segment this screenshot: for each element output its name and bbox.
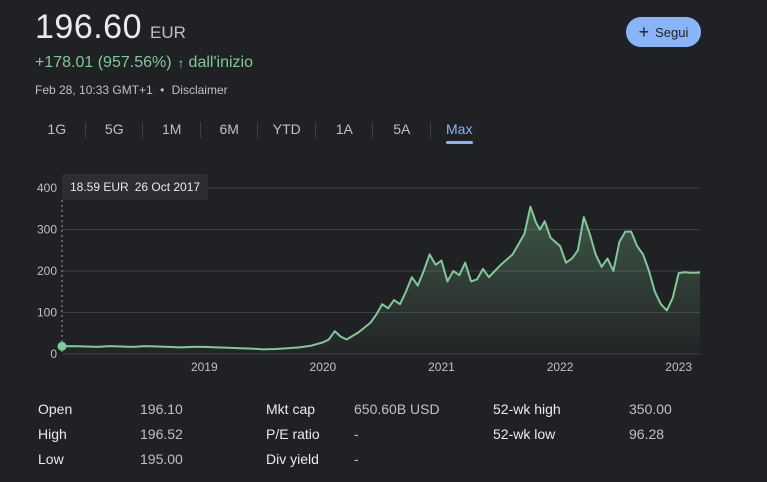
y-tick-label: 100	[37, 306, 57, 320]
tab-1a[interactable]: 1A	[316, 118, 374, 142]
plus-icon: +	[638, 22, 650, 42]
timestamp: Feb 28, 10:33 GMT+1	[35, 83, 153, 97]
stat-label-52wk-low: 52-wk low	[493, 426, 556, 442]
stat-value-high: 196.52	[140, 426, 183, 442]
tab-1g[interactable]: 1G	[28, 118, 86, 142]
x-tick-label: 2023	[665, 360, 692, 374]
stat-value-52wk-high: 350.00	[629, 401, 672, 417]
stat-label-low: Low	[38, 451, 64, 467]
stat-label-pe-ratio: P/E ratio	[266, 426, 320, 442]
meta-separator: •	[160, 83, 165, 97]
tab-ytd[interactable]: YTD	[258, 118, 316, 142]
stat-value-pe-ratio: -	[354, 426, 359, 442]
tooltip-date: 26 Oct 2017	[134, 180, 201, 194]
stat-label-div-yield: Div yield	[266, 451, 319, 467]
stat-value-open: 196.10	[140, 401, 183, 417]
tab-5a[interactable]: 5A	[373, 118, 431, 142]
stat-label-high: High	[38, 426, 67, 442]
disclaimer-link[interactable]: Disclaimer	[171, 83, 228, 97]
price-line	[61, 205, 701, 351]
range-tabs: 1G 5G 1M 6M YTD 1A 5A Max	[28, 118, 489, 144]
stat-value-mkt-cap: 650.60B USD	[354, 401, 440, 417]
tab-5g[interactable]: 5G	[86, 118, 144, 142]
y-tick-label: 300	[37, 223, 57, 237]
stat-label-open: Open	[38, 401, 73, 417]
active-tab-indicator	[445, 141, 473, 144]
arrow-up-icon: ↑	[177, 55, 185, 71]
x-tick-label: 2022	[547, 360, 574, 374]
tab-1m[interactable]: 1M	[143, 118, 201, 142]
stat-value-low: 195.00	[140, 451, 183, 467]
change-period: dall'inizio	[188, 54, 253, 71]
y-tick-label: 400	[37, 181, 57, 195]
tab-max[interactable]: Max	[431, 118, 489, 144]
tooltip-value: 18.59 EUR	[70, 180, 129, 194]
currency: EUR	[150, 23, 186, 42]
price: 196.60	[35, 8, 142, 46]
tab-6m[interactable]: 6M	[201, 118, 259, 142]
change-value: +178.01 (957.56%)	[35, 54, 172, 71]
stat-label-mkt-cap: Mkt cap	[266, 401, 316, 417]
follow-button[interactable]: + Segui	[626, 17, 701, 47]
price-row: 196.60 EUR	[35, 8, 186, 47]
y-tick-label: 0	[50, 347, 57, 361]
quote-meta: Feb 28, 10:33 GMT+1 • Disclaimer	[35, 83, 228, 97]
price-change: +178.01 (957.56%) ↑ dall'inizio	[35, 54, 253, 72]
stat-value-div-yield: -	[354, 451, 359, 467]
price-area	[62, 206, 700, 354]
chart-tooltip: 18.59 EUR 26 Oct 2017	[62, 174, 209, 200]
x-tick-label: 2019	[191, 360, 218, 374]
x-tick-label: 2020	[310, 360, 337, 374]
price-chart[interactable]: 0 100 200 300 400 2019 2020 2021 2022 2023	[0, 170, 767, 385]
stat-value-52wk-low: 96.28	[629, 426, 665, 442]
y-tick-label: 200	[37, 264, 57, 278]
x-tick-label: 2021	[428, 360, 455, 374]
follow-label: Segui	[655, 24, 689, 40]
stat-label-52wk-high: 52-wk high	[493, 401, 561, 417]
hover-point	[57, 341, 67, 351]
